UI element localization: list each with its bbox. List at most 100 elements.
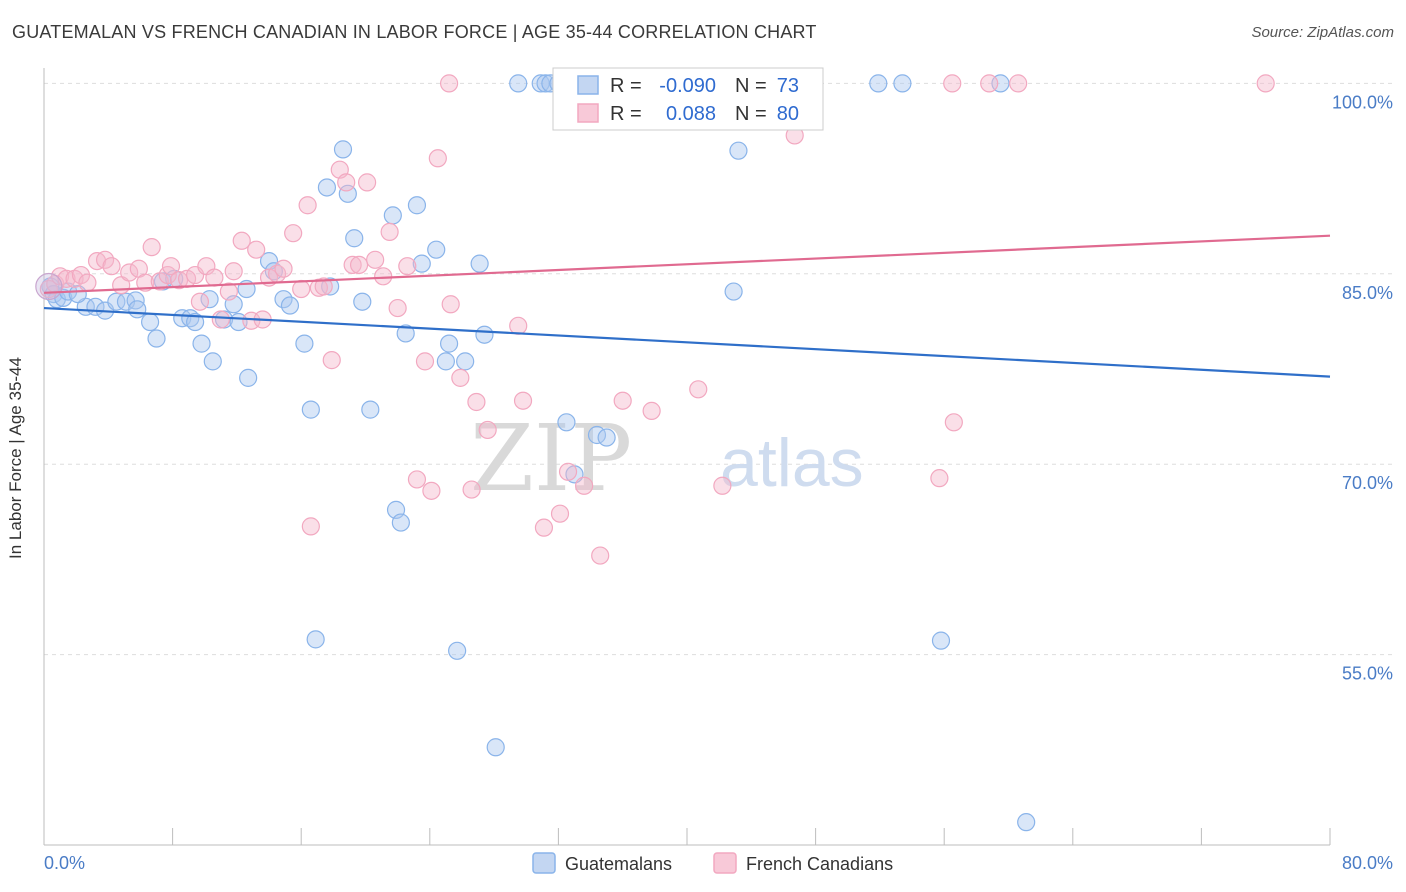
point-guatemalans <box>931 631 951 650</box>
point-french-canadians <box>534 518 554 537</box>
y-tick-label: 70.0% <box>1342 473 1393 493</box>
point-french-canadians <box>358 173 377 192</box>
point-overlap-cluster <box>35 272 63 301</box>
point-french-canadians <box>301 517 320 536</box>
point-french-canadians <box>930 469 949 488</box>
axes <box>43 68 1330 846</box>
point-guatemalans <box>203 352 222 371</box>
point-french-canadians <box>349 255 369 275</box>
point-guatemalans <box>186 312 205 332</box>
x-ticks <box>172 828 1331 845</box>
point-guatemalans <box>475 325 494 344</box>
point-guatemalans <box>486 738 505 757</box>
point-guatemalans <box>597 428 616 447</box>
point-guatemalans <box>383 206 402 225</box>
legend-r-value-1: -0.090 <box>659 75 716 97</box>
point-guatemalans <box>531 74 550 93</box>
legend-swatch-guatemalans <box>577 75 599 95</box>
point-french-canadians <box>190 292 210 311</box>
point-french-canadians <box>613 391 632 410</box>
point-french-canadians <box>219 282 238 301</box>
trend-line-guatemalans <box>43 306 1331 378</box>
point-guatemalans <box>557 413 576 432</box>
point-french-canadians <box>366 250 385 269</box>
point-guatemalans <box>295 334 314 353</box>
point-guatemalans <box>869 74 888 93</box>
point-french-canadians <box>102 257 121 276</box>
x-tick-label-max: 80.0% <box>1342 853 1393 873</box>
point-french-canadians <box>224 262 243 281</box>
point-guatemalans <box>439 334 459 353</box>
point-guatemalans <box>391 513 410 532</box>
point-guatemalans <box>239 368 258 387</box>
point-french-canadians <box>343 255 362 275</box>
point-french-canadians <box>439 74 459 93</box>
point-french-canadians <box>284 224 303 243</box>
point-guatemalans <box>456 352 475 371</box>
point-french-canadians <box>314 277 333 296</box>
trend-lines <box>43 234 1331 378</box>
point-guatemalans <box>345 229 364 248</box>
legend-n-label-1: N = <box>735 75 767 97</box>
y-axis-label: In Labor Force | Age 35-44 <box>6 357 25 559</box>
point-guatemalans <box>396 324 415 343</box>
point-french-canadians <box>337 173 356 192</box>
point-french-canadians <box>211 310 230 329</box>
point-guatemalans <box>301 400 320 419</box>
point-guatemalans <box>317 178 337 197</box>
point-french-canadians <box>980 74 999 93</box>
point-guatemalans <box>107 292 126 311</box>
point-french-canadians <box>1009 74 1028 93</box>
point-guatemalans <box>407 196 427 215</box>
data-points <box>35 74 1275 832</box>
point-french-canadians <box>478 420 497 440</box>
bottom-legend-label-guatemalans: Guatemalans <box>565 854 672 874</box>
point-guatemalans <box>333 140 353 159</box>
point-french-canadians <box>689 380 708 399</box>
point-french-canadians <box>509 316 528 335</box>
point-french-canadians <box>274 259 293 278</box>
legend-swatch-french-canadians <box>577 103 599 123</box>
legend-r-value-2: 0.088 <box>666 103 716 125</box>
point-french-canadians <box>398 257 417 276</box>
point-guatemalans <box>361 400 380 419</box>
point-guatemalans <box>893 74 912 93</box>
point-french-canadians <box>374 267 393 286</box>
point-french-canadians <box>298 196 317 215</box>
point-french-canadians <box>575 476 594 495</box>
point-guatemalans <box>427 240 446 259</box>
point-guatemalans <box>412 254 431 273</box>
source-note: Source: ZipAtlas.com <box>1251 24 1394 41</box>
point-french-canadians <box>642 401 661 420</box>
point-french-canadians <box>388 298 407 318</box>
point-guatemalans <box>306 630 325 649</box>
point-guatemalans <box>147 329 166 348</box>
point-french-canadians <box>78 273 97 292</box>
point-french-canadians <box>550 504 570 523</box>
point-french-canadians <box>1256 74 1275 93</box>
point-french-canadians <box>232 231 251 250</box>
stats-legend: R = -0.090 N = 73 R = 0.088 N = 80 <box>552 67 824 131</box>
point-guatemalans <box>448 641 467 660</box>
y-tick-label: 85.0% <box>1342 283 1393 303</box>
legend-n-value-1: 73 <box>777 75 799 97</box>
point-french-canadians <box>591 546 610 565</box>
point-french-canadians <box>247 240 266 259</box>
point-french-canadians <box>205 268 224 287</box>
point-guatemalans <box>509 74 528 93</box>
y-tick-label: 55.0% <box>1342 664 1393 684</box>
bottom-legend-label-french-canadians: French Canadians <box>746 854 893 874</box>
point-french-canadians <box>944 413 963 432</box>
bottom-legend-swatch-guatemalans <box>532 852 556 874</box>
point-guatemalans <box>338 184 357 203</box>
watermark-atlas: atlas <box>720 425 864 501</box>
point-french-canadians <box>713 476 732 495</box>
bottom-legend-swatch-french-canadians <box>713 852 737 874</box>
point-french-canadians <box>142 238 161 257</box>
point-french-canadians <box>441 295 460 314</box>
point-guatemalans <box>470 254 489 273</box>
point-guatemalans <box>128 300 147 319</box>
point-french-canadians <box>513 391 533 410</box>
trend-line-french-canadians <box>43 234 1331 294</box>
